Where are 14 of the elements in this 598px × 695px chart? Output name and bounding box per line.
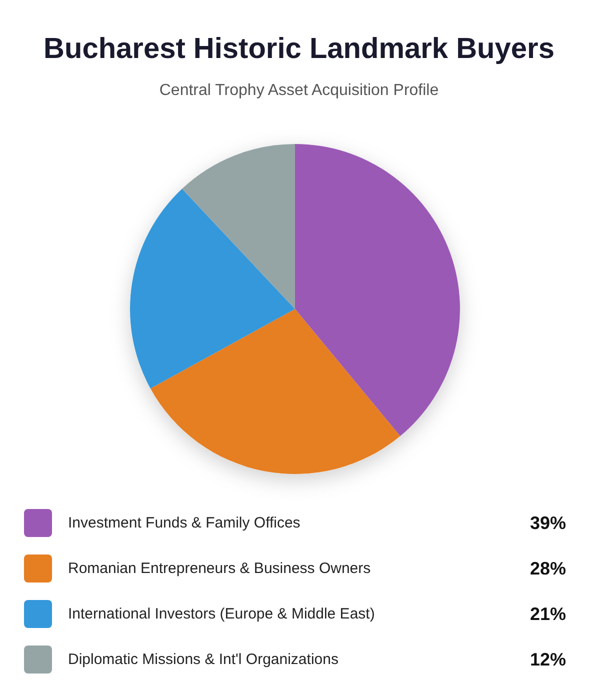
data-label: 12% (530, 650, 566, 670)
pie-slice (150, 309, 400, 474)
data-label: 21% (530, 604, 566, 624)
data-label: 39% (530, 513, 566, 533)
pie-slice (295, 144, 460, 436)
legend-label: International Investors (Europe & Middle East) (68, 606, 375, 622)
legend-label: Investment Funds & Family Offices (68, 514, 300, 532)
legend-label: Romanian Entrepreneurs & Business Owners (68, 560, 371, 577)
chart-subtitle: Central Trophy Asset Acquisition Profile (159, 82, 439, 99)
legend-label: Diplomatic Missions & Int'l Organizations (68, 651, 338, 668)
pie-slice (130, 188, 295, 388)
data-label: 28% (530, 558, 566, 578)
chart-title: Bucharest Historic Landmark Buyers (44, 33, 554, 65)
pie-slice (182, 144, 295, 309)
